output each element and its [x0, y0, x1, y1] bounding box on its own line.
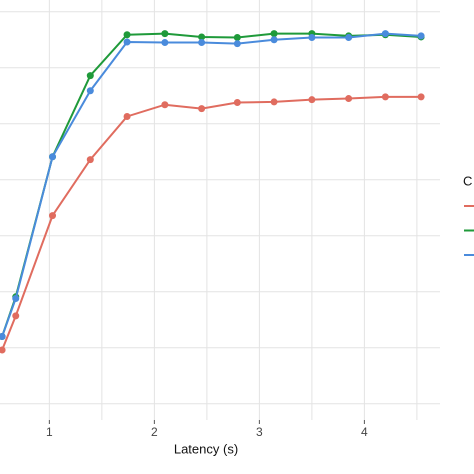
data-point	[86, 156, 94, 164]
data-point	[270, 30, 278, 38]
data-point	[49, 153, 57, 161]
data-point	[233, 40, 241, 48]
data-point	[86, 72, 94, 80]
data-point	[308, 96, 316, 104]
data-point	[270, 98, 278, 106]
data-point	[161, 101, 169, 109]
x-tick-label: 3	[256, 425, 263, 439]
grid	[0, 0, 440, 420]
plot-panel	[0, 0, 440, 420]
data-point	[233, 34, 241, 42]
plot-area	[0, 30, 425, 354]
data-point	[49, 212, 57, 220]
x-tick-label: 1	[46, 425, 53, 439]
axes: 1 2 3 4	[46, 420, 368, 439]
data-point	[233, 98, 241, 106]
data-point	[345, 34, 353, 42]
x-tick-label: 2	[151, 425, 158, 439]
data-point	[198, 105, 206, 113]
data-point	[417, 32, 425, 40]
data-point	[381, 93, 389, 101]
data-point	[417, 93, 425, 101]
data-point	[12, 294, 20, 302]
x-axis-title: Latency (s)	[174, 441, 238, 456]
data-point	[123, 112, 131, 120]
data-point	[345, 95, 353, 103]
data-point	[381, 30, 389, 38]
legend	[464, 205, 474, 256]
data-point	[270, 36, 278, 44]
data-point	[198, 33, 206, 41]
data-point	[0, 333, 6, 341]
data-point	[123, 38, 131, 46]
data-point	[86, 87, 94, 95]
data-point	[123, 31, 131, 39]
data-point	[308, 34, 316, 42]
data-point	[161, 30, 169, 38]
data-point	[12, 312, 20, 320]
data-point	[161, 39, 169, 47]
data-point	[198, 39, 206, 47]
legend-title: C	[463, 173, 472, 188]
data-point	[0, 346, 6, 354]
x-tick-label: 4	[361, 425, 368, 439]
